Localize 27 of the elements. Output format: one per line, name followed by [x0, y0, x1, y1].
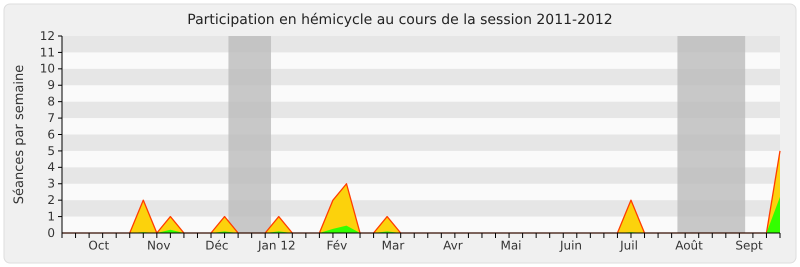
- y-tick-label: 5: [47, 144, 55, 158]
- y-tick-label: 12: [40, 28, 55, 43]
- x-tick-label: Nov: [147, 238, 170, 253]
- x-tick-label: Oct: [88, 238, 110, 253]
- y-tick-label: 9: [47, 78, 55, 92]
- y-tick-label: 7: [47, 110, 55, 125]
- x-tick-label: Juin: [558, 238, 582, 253]
- y-tick-label: 3: [47, 176, 55, 191]
- y-axis-title: Séances par semaine: [12, 64, 27, 204]
- x-tick-label: Avr: [443, 238, 463, 253]
- y-tick-label: 10: [40, 62, 55, 76]
- y-tick-label: 11: [40, 45, 55, 60]
- y-tick-label: 0: [47, 226, 55, 240]
- y-tick-label: 1: [47, 209, 55, 224]
- x-tick-label: Juil: [619, 238, 638, 253]
- y-tick-label: 6: [47, 127, 55, 142]
- x-tick-label: Mai: [500, 238, 522, 253]
- x-tick-label: Mar: [382, 238, 404, 253]
- x-tick-label: Déc: [205, 238, 228, 253]
- x-tick-label: Août: [675, 238, 704, 253]
- chart-title: Participation en hémicycle au cours de la session 2011-2012: [187, 12, 613, 28]
- x-tick-label: Sept: [735, 238, 763, 253]
- y-tick-label: 4: [47, 160, 55, 174]
- x-tick-label: Jan 12: [257, 238, 296, 253]
- x-tick-label: Fév: [326, 238, 348, 253]
- y-tick-label: 2: [47, 193, 55, 208]
- y-tick-label: 8: [47, 94, 55, 109]
